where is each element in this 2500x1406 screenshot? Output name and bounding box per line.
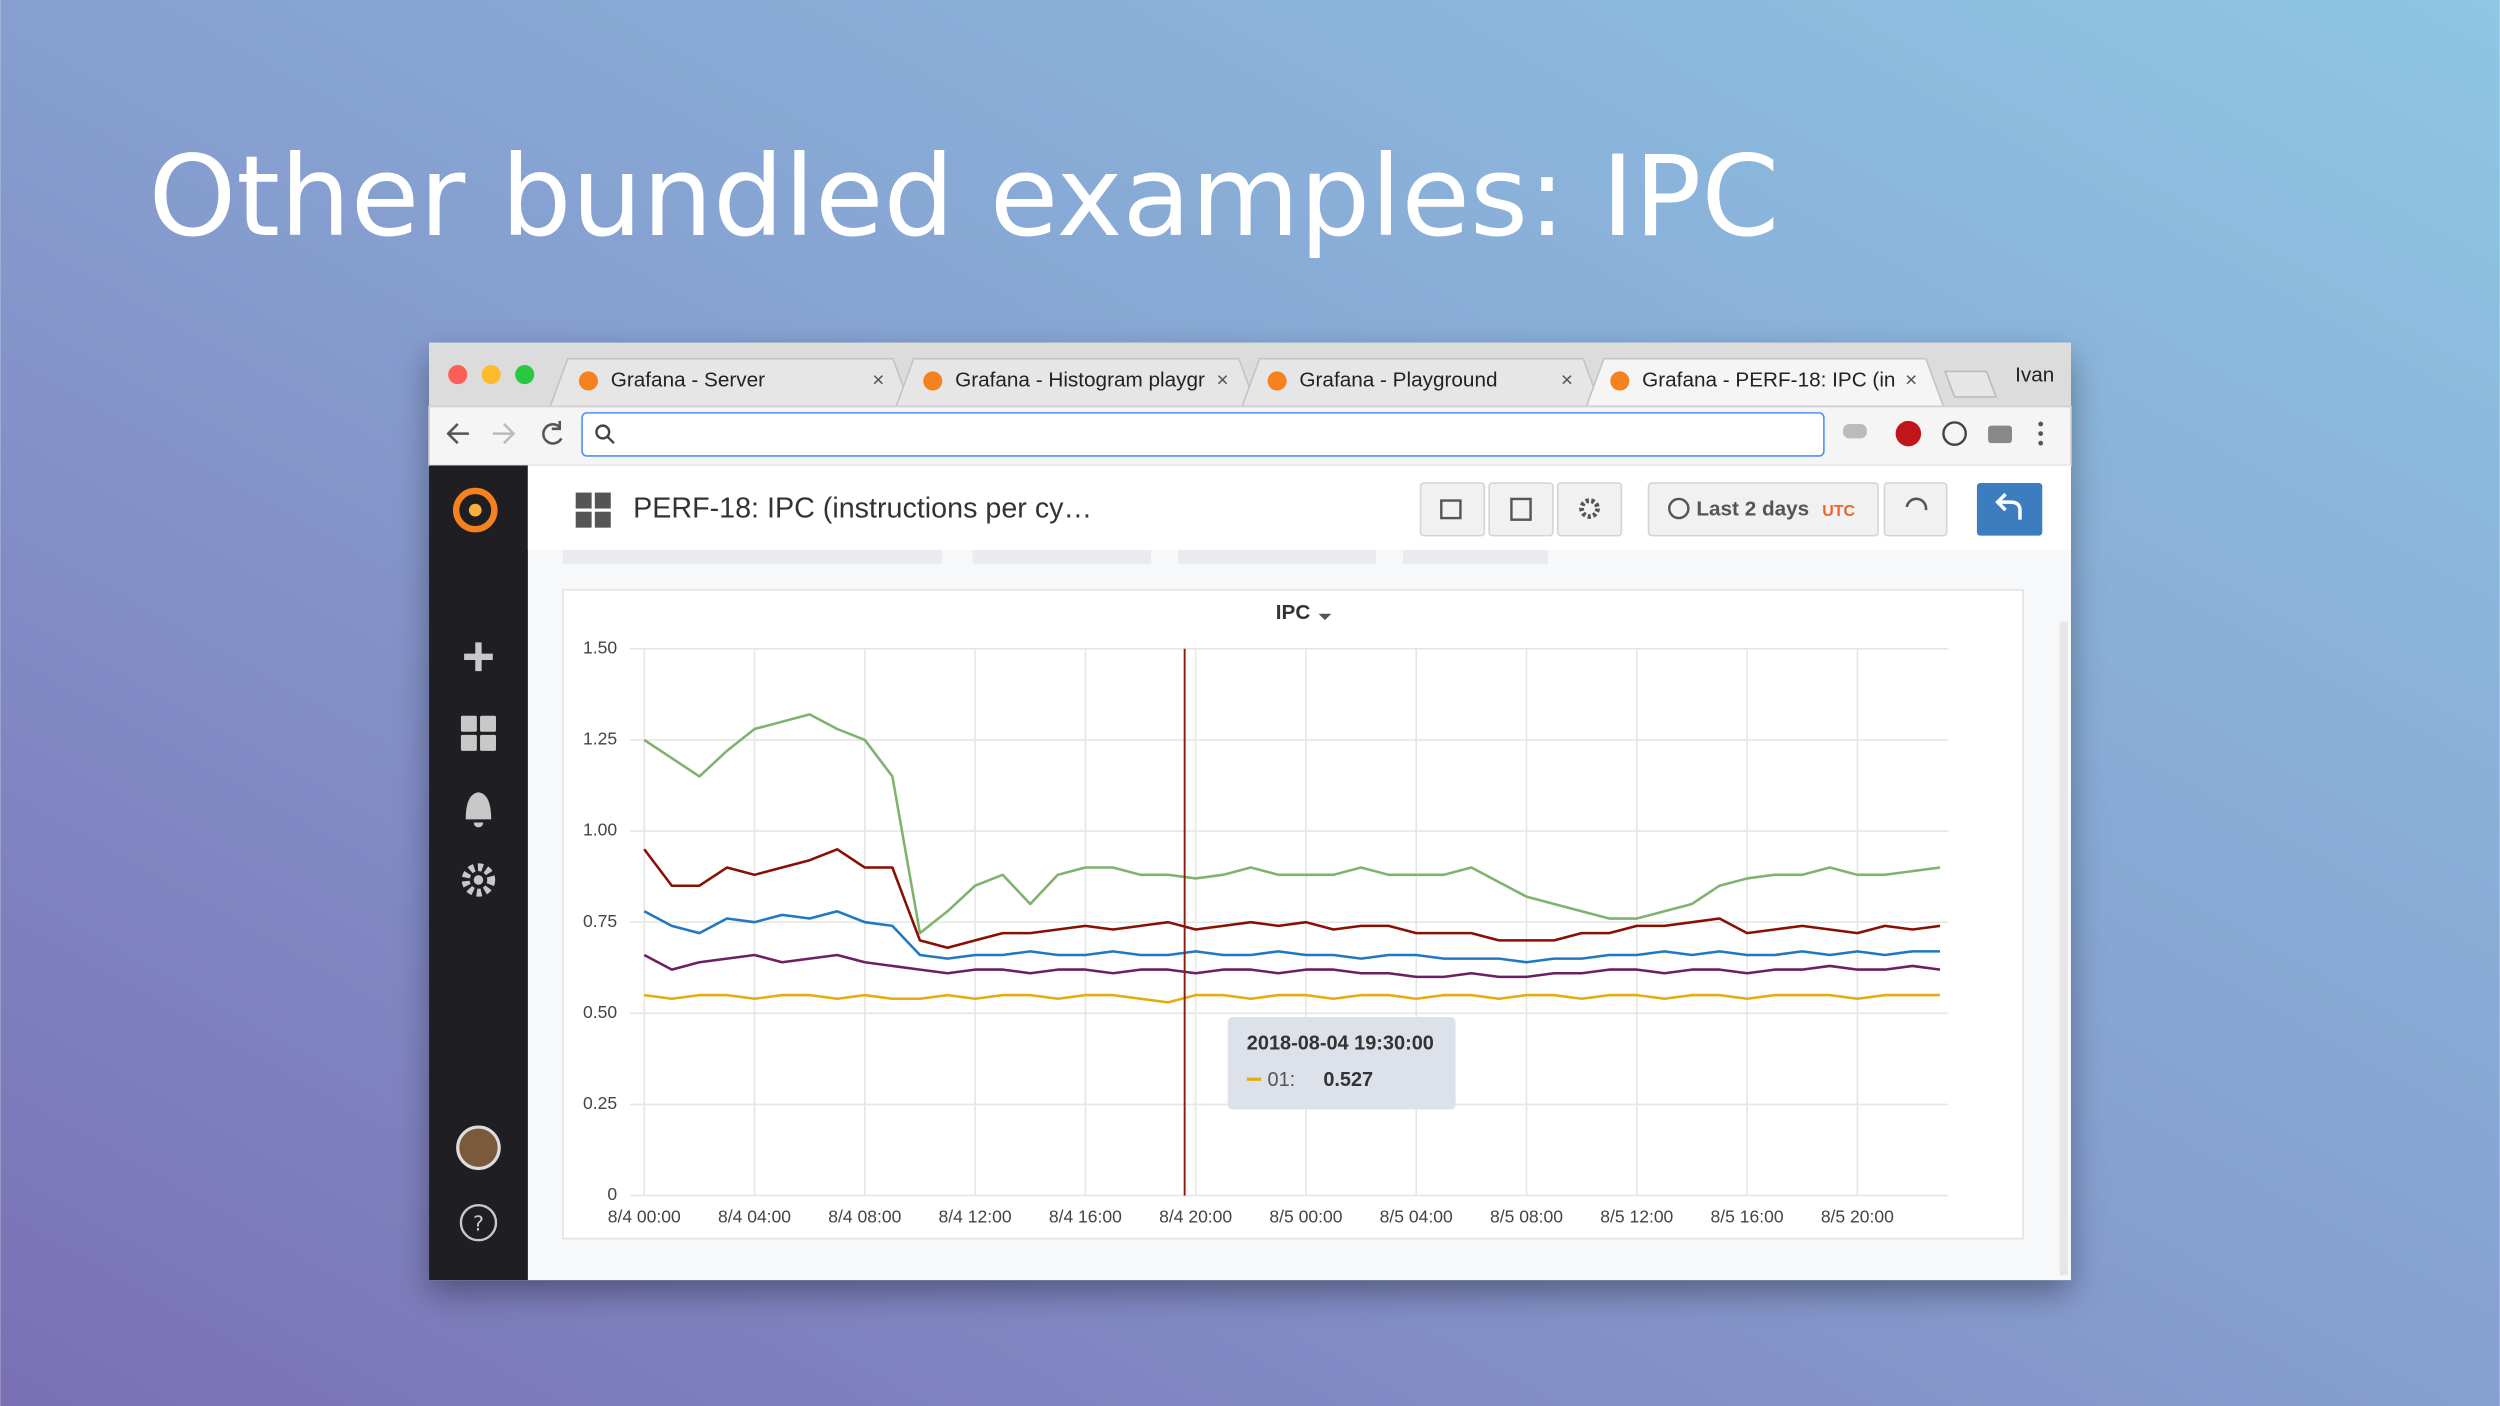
reload-button[interactable]	[542, 420, 563, 445]
series-line	[643, 713, 1941, 935]
dashboard-icon	[575, 492, 611, 528]
tooltip	[1227, 1017, 1456, 1110]
search-icon	[606, 435, 615, 445]
tab-close[interactable]: ×	[1217, 368, 1229, 391]
extension-icon[interactable]	[1843, 424, 1867, 439]
config-icon[interactable]	[461, 863, 496, 897]
x-tick-label: 8/4 04:00	[718, 1207, 791, 1227]
favicon	[1610, 371, 1630, 391]
x-tick-label: 8/5 16:00	[1711, 1207, 1784, 1227]
settings-button[interactable]	[1556, 482, 1623, 537]
help-icon: ?	[473, 1211, 484, 1235]
create-icon[interactable]	[464, 642, 493, 672]
alerts-icon[interactable]	[465, 792, 492, 828]
settings-icon	[1579, 498, 1600, 519]
save-icon	[1510, 497, 1532, 521]
favicon	[578, 371, 599, 391]
clock-icon	[1668, 497, 1690, 520]
x-tick-label: 8/5 12:00	[1600, 1207, 1673, 1227]
plot: 0 0.25 0.50 0.75 1.00 1.25 1.50 8/4 00:00 8/4 04…	[583, 637, 1949, 1227]
collapsed-row	[562, 549, 943, 565]
camera-icon[interactable]	[1988, 425, 2012, 444]
panel	[562, 589, 2024, 1240]
help-icon[interactable]	[459, 1203, 498, 1242]
collapsed-row	[1403, 549, 1549, 565]
x-tick-label: 8/4 08:00	[828, 1207, 901, 1227]
back-to-dashboard-button[interactable]	[1976, 483, 2043, 536]
new-tab[interactable]	[1943, 370, 1998, 398]
refresh-button[interactable]	[1883, 482, 1948, 537]
tab-title: Grafana - Playground	[1299, 368, 1497, 391]
tooltip-time: 2018-08-04 19:30:00	[1247, 1032, 1434, 1054]
tab-close[interactable]: ×	[872, 368, 884, 391]
collapsed-row	[1178, 549, 1376, 565]
tooltip-series: 01:	[1268, 1069, 1296, 1091]
x-tick-label: 8/5 08:00	[1490, 1207, 1563, 1227]
extension-icon[interactable]	[1942, 421, 1967, 446]
timezone: UTC	[1822, 503, 1855, 520]
tab-title: Grafana - Server	[611, 368, 765, 391]
share-icon	[1440, 499, 1462, 520]
x-tick-label: 8/5 00:00	[1269, 1207, 1342, 1227]
y-tick-label: 1.50	[583, 637, 617, 657]
dashboard-title[interactable]: PERF-18: IPC (instructions per cy…	[633, 493, 1092, 525]
adblock-icon[interactable]	[1895, 420, 1922, 447]
avatar[interactable]	[456, 1125, 501, 1171]
tab-close[interactable]: ×	[1561, 368, 1573, 391]
refresh-icon	[1905, 497, 1928, 511]
user-name: Ivan	[2015, 364, 2054, 387]
y-tick-label: 0	[607, 1184, 617, 1204]
save-button[interactable]	[1488, 482, 1554, 537]
tooltip-value: 0.527	[1323, 1069, 1373, 1091]
grafana-logo	[468, 503, 482, 517]
menu-icon[interactable]	[2038, 440, 2044, 446]
series-line	[643, 953, 1941, 979]
menu-icon[interactable]	[2038, 431, 2044, 436]
address-bar[interactable]	[581, 412, 1825, 457]
x-tick-label: 8/4 00:00	[608, 1207, 681, 1227]
panel-menu-caret[interactable]	[1318, 613, 1332, 621]
favicon	[923, 371, 943, 391]
y-tick-label: 1.00	[583, 820, 617, 840]
search-icon	[595, 424, 611, 440]
zoom-dot[interactable]	[515, 365, 535, 385]
y-tick-label: 0.25	[583, 1093, 617, 1113]
forward-button[interactable]	[492, 423, 516, 445]
collapsed-row	[972, 549, 1152, 565]
dashboards-icon[interactable]	[460, 715, 496, 751]
close-dot[interactable]	[448, 365, 468, 385]
x-tick-label: 8/5 04:00	[1380, 1207, 1453, 1227]
series-line	[644, 993, 1941, 1004]
back-button[interactable]	[446, 423, 469, 445]
tab-close[interactable]: ×	[1905, 368, 1917, 391]
panel-title[interactable]: IPC	[1276, 601, 1311, 624]
slide-title: Other bundled examples: IPC	[148, 132, 1779, 262]
back-icon	[1995, 492, 2022, 520]
x-tick-label: 8/4 16:00	[1049, 1207, 1122, 1227]
y-tick-label: 0.75	[583, 911, 617, 931]
series-line	[643, 848, 1941, 949]
menu-icon[interactable]	[2038, 421, 2044, 427]
share-button[interactable]	[1419, 482, 1486, 537]
time-picker[interactable]	[1647, 482, 1879, 537]
time-range: Last 2 days	[1696, 498, 1809, 521]
x-tick-label: 8/4 12:00	[939, 1207, 1012, 1227]
tab-title: Grafana - PERF-18: IPC (in	[1642, 368, 1895, 391]
config-icon	[473, 875, 484, 885]
x-tick-label: 8/4 20:00	[1159, 1207, 1232, 1227]
favicon	[1267, 371, 1287, 391]
scrollbar	[2059, 621, 2068, 1276]
series-line	[643, 909, 1941, 964]
x-tick-label: 8/5 20:00	[1821, 1207, 1894, 1227]
y-tick-label: 0.50	[583, 1002, 617, 1022]
y-tick-label: 1.25	[583, 729, 617, 749]
tab-title: Grafana - Histogram playgr	[955, 368, 1205, 391]
grafana-logo[interactable]	[452, 487, 498, 533]
minimize-dot[interactable]	[481, 365, 501, 385]
